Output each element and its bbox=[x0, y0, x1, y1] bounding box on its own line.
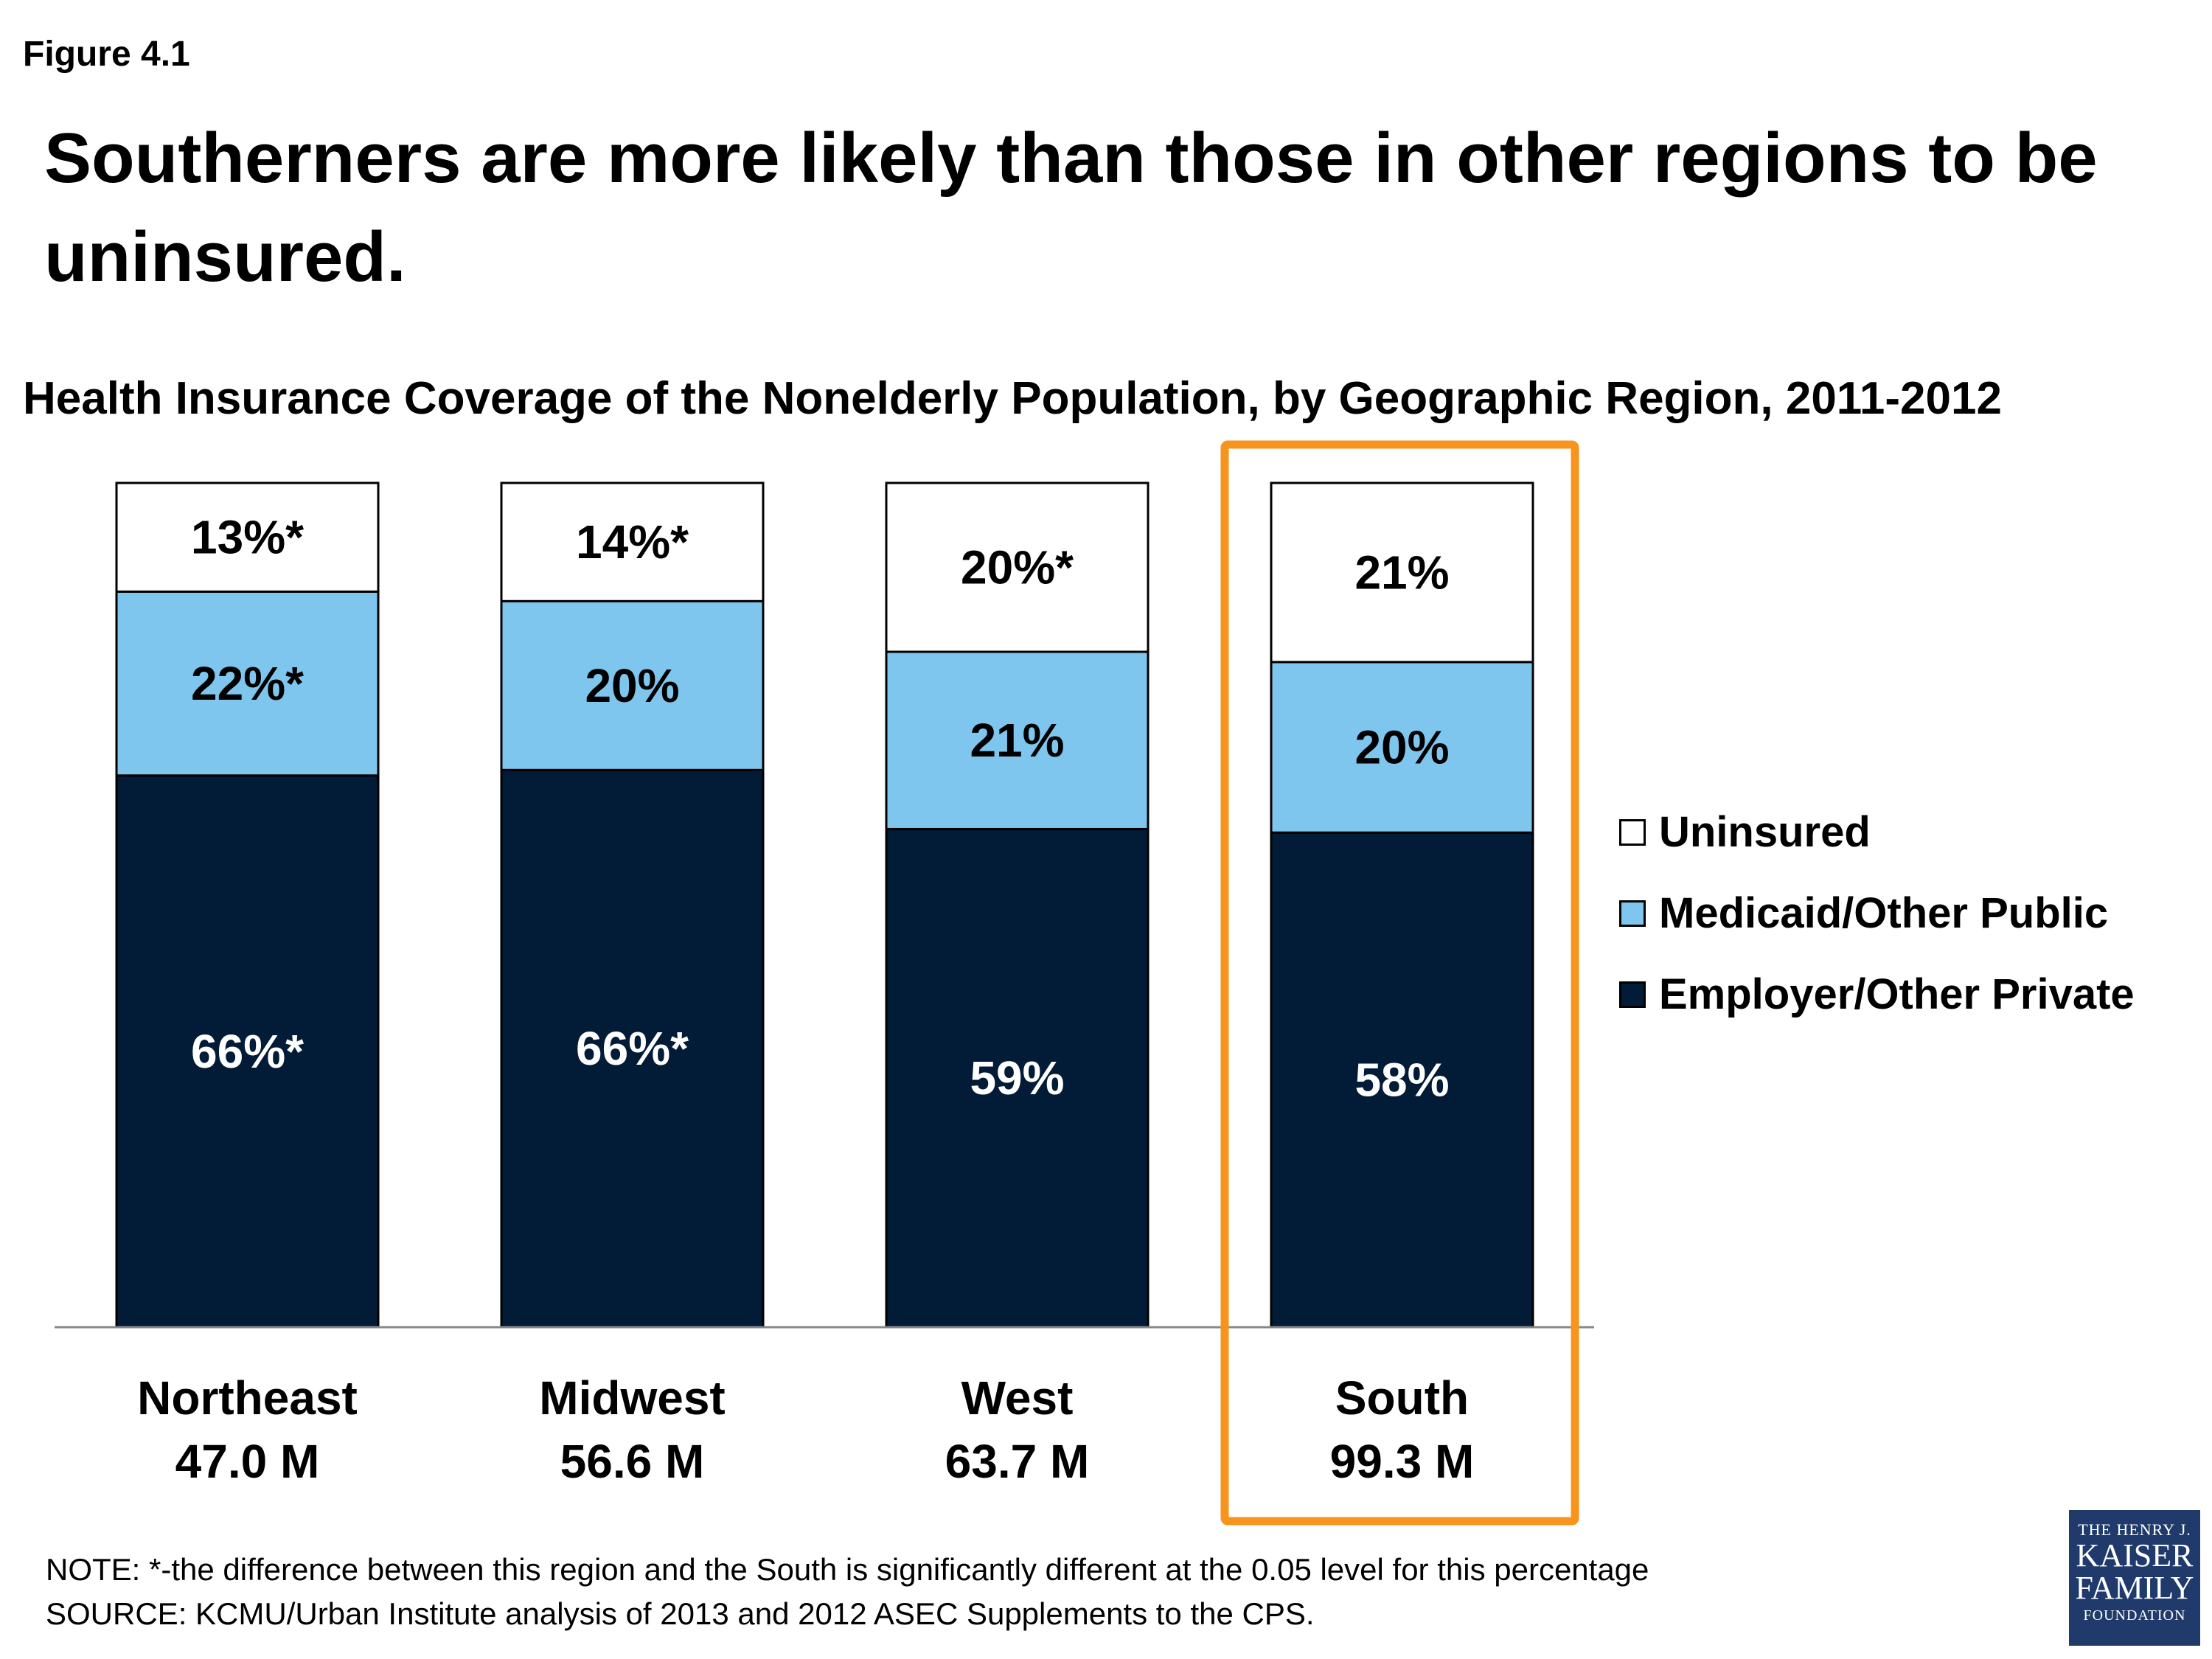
headline: Southerners are more likely than those i… bbox=[44, 119, 2098, 296]
data-label-midwest-series-0: 66%* bbox=[576, 1022, 689, 1075]
category-label-west: West bbox=[961, 1371, 1074, 1425]
category-label-midwest: Midwest bbox=[539, 1371, 725, 1425]
south-highlight-box bbox=[1220, 440, 1579, 1526]
logo-line-3: FAMILY bbox=[2075, 1570, 2194, 1606]
data-label-west-series-0: 59% bbox=[970, 1051, 1064, 1105]
data-label-south-series-2: 21% bbox=[1354, 546, 1449, 599]
logo-line-2: KAISER bbox=[2076, 1537, 2194, 1573]
category-sublabel-midwest: 56.6 M bbox=[560, 1435, 705, 1488]
bars-group: 66%* 22%* 13%* 66%* 20% 14%* 59% 21% 20%* 58% 20% 2… bbox=[115, 481, 1534, 1329]
category-label-northeast: Northeast bbox=[137, 1371, 358, 1425]
kff-logo: THE HENRY J. KAISER FAMILY FOUNDATION bbox=[2069, 1510, 2200, 1646]
figure-label: Figure 4.1 bbox=[23, 35, 190, 74]
legend-item-uninsured: Uninsured bbox=[1619, 807, 1871, 857]
data-label-south-series-0: 58% bbox=[1354, 1054, 1449, 1107]
data-label-midwest-series-2: 14%* bbox=[576, 515, 689, 568]
data-label-south-series-1: 20% bbox=[1354, 721, 1449, 774]
bar-northeast-series-0 bbox=[115, 774, 380, 1329]
bar-south-series-0 bbox=[1270, 831, 1534, 1329]
category-sublabel-south: 99.3 M bbox=[1330, 1435, 1475, 1488]
data-label-midwest-series-1: 20% bbox=[585, 659, 679, 712]
source-note: SOURCE: KCMU/Urban Institute analysis of… bbox=[46, 1596, 1315, 1631]
legend-label-medicaid: Medicaid/Other Public bbox=[1659, 889, 2109, 937]
legend-item-medicaid: Medicaid/Other Public bbox=[1619, 888, 2108, 938]
data-label-west-series-2: 20%* bbox=[961, 541, 1074, 594]
category-sublabel-northeast: 47.0 M bbox=[175, 1435, 320, 1488]
bar-west-series-0 bbox=[885, 827, 1150, 1329]
bar-midwest-series-1 bbox=[500, 599, 765, 771]
bar-northeast-series-1 bbox=[115, 590, 380, 777]
logo-line-4: FOUNDATION bbox=[2083, 1607, 2186, 1624]
bar-west-series-1 bbox=[885, 650, 1150, 830]
bar-south-series-2 bbox=[1270, 481, 1534, 664]
footnote: NOTE: *-the difference between this regi… bbox=[46, 1552, 1649, 1587]
legend-item-employer: Employer/Other Private bbox=[1619, 970, 2135, 1019]
legend-swatch-employer bbox=[1619, 981, 1646, 1008]
legend-swatch-medicaid bbox=[1619, 900, 1646, 927]
data-label-northeast-series-2: 13%* bbox=[191, 511, 304, 564]
chart-title: Health Insurance Coverage of the Nonelde… bbox=[23, 373, 2002, 424]
bar-midwest-series-2 bbox=[500, 481, 765, 602]
data-label-northeast-series-1: 22%* bbox=[191, 657, 304, 710]
legend-swatch-uninsured bbox=[1619, 818, 1646, 846]
category-labels-group: Northeast 47.0 M Midwest 56.6 M West 63.7 M So… bbox=[137, 1371, 1474, 1488]
category-label-south: South bbox=[1335, 1371, 1469, 1425]
logo-line-1: THE HENRY J. bbox=[2078, 1520, 2191, 1539]
data-label-northeast-series-0: 66%* bbox=[191, 1025, 304, 1078]
bar-northeast-series-2 bbox=[115, 481, 380, 593]
legend-label-uninsured: Uninsured bbox=[1659, 808, 1871, 856]
bar-west-series-2 bbox=[885, 481, 1150, 653]
legend-label-employer: Employer/Other Private bbox=[1659, 970, 2135, 1018]
data-label-west-series-1: 21% bbox=[970, 714, 1064, 767]
category-sublabel-west: 63.7 M bbox=[945, 1435, 1090, 1488]
bar-south-series-1 bbox=[1270, 661, 1534, 834]
